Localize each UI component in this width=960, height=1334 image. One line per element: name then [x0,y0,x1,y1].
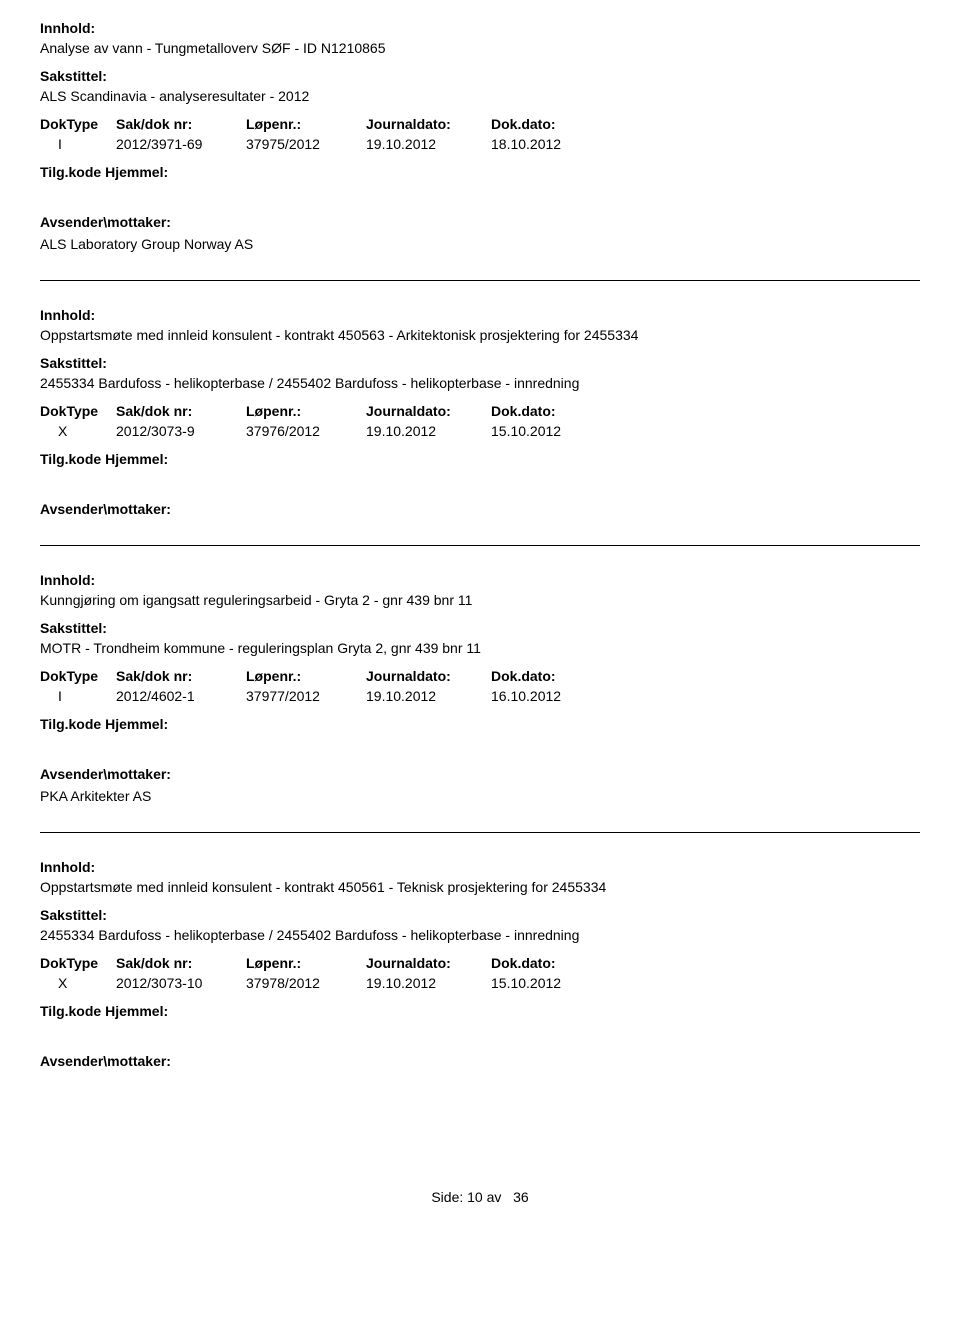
avsender-value: ALS Laboratory Group Norway AS [40,236,920,252]
doktype-header: DokType [40,955,116,971]
doktype-header: DokType [40,116,116,132]
tilgkode-label: Tilg.kode Hjemmel: [40,1003,920,1019]
journaldato-header: Journaldato: [366,955,491,971]
lopenr-value: 37977/2012 [246,688,366,704]
dokdato-header: Dok.dato: [491,116,616,132]
innhold-value: Kunngjøring om igangsatt reguleringsarbe… [40,592,920,608]
journaldato-value: 19.10.2012 [366,136,491,152]
page-footer: Side: 10 av 36 [40,1189,920,1225]
saknr-header: Sak/dok nr: [116,668,246,684]
sakstittel-label: Sakstittel: [40,907,920,923]
total-pages: 36 [513,1189,529,1205]
document-page: Innhold: Analyse av vann - Tungmetallove… [0,0,960,1245]
doktype-value: I [40,688,116,704]
journaldato-header: Journaldato: [366,116,491,132]
doktype-value: X [40,975,116,991]
innhold-value: Oppstartsmøte med innleid konsulent - ko… [40,879,920,895]
tilgkode-value [40,473,920,501]
dokdato-header: Dok.dato: [491,668,616,684]
lopenr-value: 37976/2012 [246,423,366,439]
saknr-value: 2012/3073-10 [116,975,246,991]
sakstittel-value: MOTR - Trondheim kommune - reguleringspl… [40,640,920,656]
table-row: I 2012/4602-1 37977/2012 19.10.2012 16.1… [40,688,920,704]
lopenr-header: Løpenr.: [246,668,366,684]
table-header: DokType Sak/dok nr: Løpenr.: Journaldato… [40,668,920,684]
journaldato-header: Journaldato: [366,403,491,419]
journal-entry: Innhold: Analyse av vann - Tungmetallove… [40,20,920,252]
tilgkode-label: Tilg.kode Hjemmel: [40,716,920,732]
entries-container: Innhold: Analyse av vann - Tungmetallove… [40,20,920,1069]
saknr-header: Sak/dok nr: [116,403,246,419]
saknr-value: 2012/3971-69 [116,136,246,152]
journaldato-value: 19.10.2012 [366,975,491,991]
tilgkode-value [40,1025,920,1053]
tilgkode-label: Tilg.kode Hjemmel: [40,451,920,467]
entry-divider [40,832,920,833]
innhold-value: Oppstartsmøte med innleid konsulent - ko… [40,327,920,343]
innhold-value: Analyse av vann - Tungmetalloverv SØF - … [40,40,920,56]
page-number: 10 [467,1189,483,1205]
side-label: Side: [431,1189,463,1205]
doktype-header: DokType [40,668,116,684]
tilgkode-value [40,738,920,766]
sakstittel-value: 2455334 Bardufoss - helikopterbase / 245… [40,927,920,943]
avsender-label: Avsender\mottaker: [40,214,920,230]
journal-entry: Innhold: Oppstartsmøte med innleid konsu… [40,307,920,517]
tilgkode-label: Tilg.kode Hjemmel: [40,164,920,180]
dokdato-header: Dok.dato: [491,403,616,419]
table-header: DokType Sak/dok nr: Løpenr.: Journaldato… [40,403,920,419]
innhold-label: Innhold: [40,859,920,875]
sakstittel-value: 2455334 Bardufoss - helikopterbase / 245… [40,375,920,391]
lopenr-value: 37978/2012 [246,975,366,991]
avsender-value: PKA Arkitekter AS [40,788,920,804]
innhold-label: Innhold: [40,307,920,323]
lopenr-value: 37975/2012 [246,136,366,152]
avsender-label: Avsender\mottaker: [40,501,920,517]
journaldato-header: Journaldato: [366,668,491,684]
dokdato-value: 15.10.2012 [491,975,616,991]
avsender-label: Avsender\mottaker: [40,766,920,782]
avsender-label: Avsender\mottaker: [40,1053,920,1069]
journaldato-value: 19.10.2012 [366,688,491,704]
table-header: DokType Sak/dok nr: Løpenr.: Journaldato… [40,116,920,132]
dokdato-value: 16.10.2012 [491,688,616,704]
innhold-label: Innhold: [40,20,920,36]
entry-divider [40,545,920,546]
tilgkode-value [40,186,920,214]
dokdato-value: 18.10.2012 [491,136,616,152]
saknr-value: 2012/3073-9 [116,423,246,439]
av-label: av [487,1189,502,1205]
journal-entry: Innhold: Kunngjøring om igangsatt regule… [40,572,920,804]
table-header: DokType Sak/dok nr: Løpenr.: Journaldato… [40,955,920,971]
dokdato-value: 15.10.2012 [491,423,616,439]
journaldato-value: 19.10.2012 [366,423,491,439]
saknr-value: 2012/4602-1 [116,688,246,704]
table-row: X 2012/3073-9 37976/2012 19.10.2012 15.1… [40,423,920,439]
table-row: X 2012/3073-10 37978/2012 19.10.2012 15.… [40,975,920,991]
doktype-value: X [40,423,116,439]
journal-entry: Innhold: Oppstartsmøte med innleid konsu… [40,859,920,1069]
sakstittel-label: Sakstittel: [40,620,920,636]
sakstittel-label: Sakstittel: [40,355,920,371]
sakstittel-label: Sakstittel: [40,68,920,84]
saknr-header: Sak/dok nr: [116,116,246,132]
lopenr-header: Løpenr.: [246,403,366,419]
saknr-header: Sak/dok nr: [116,955,246,971]
doktype-value: I [40,136,116,152]
entry-divider [40,280,920,281]
doktype-header: DokType [40,403,116,419]
sakstittel-value: ALS Scandinavia - analyseresultater - 20… [40,88,920,104]
innhold-label: Innhold: [40,572,920,588]
lopenr-header: Løpenr.: [246,955,366,971]
lopenr-header: Løpenr.: [246,116,366,132]
dokdato-header: Dok.dato: [491,955,616,971]
table-row: I 2012/3971-69 37975/2012 19.10.2012 18.… [40,136,920,152]
